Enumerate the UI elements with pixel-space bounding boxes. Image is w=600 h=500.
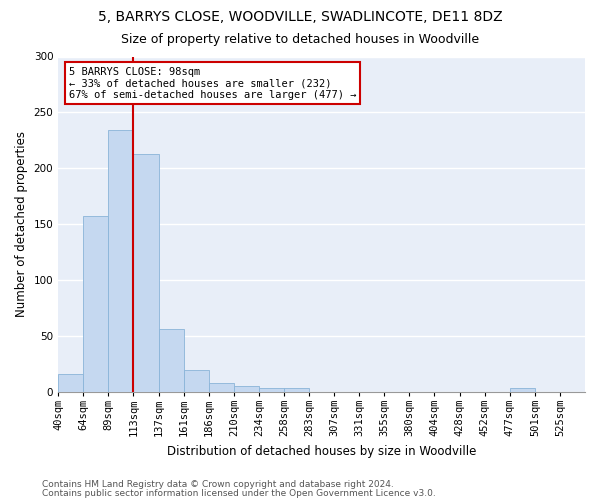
Bar [83,216,109,392]
Bar [109,130,133,392]
Bar [510,388,535,392]
Bar [58,374,83,392]
Bar [284,388,309,392]
Text: Size of property relative to detached houses in Woodville: Size of property relative to detached ho… [121,32,479,46]
Bar [234,386,259,392]
Bar [158,329,184,392]
Bar [133,154,158,392]
Text: 5, BARRYS CLOSE, WOODVILLE, SWADLINCOTE, DE11 8DZ: 5, BARRYS CLOSE, WOODVILLE, SWADLINCOTE,… [98,10,502,24]
Bar [209,383,234,392]
Text: Contains public sector information licensed under the Open Government Licence v3: Contains public sector information licen… [42,488,436,498]
Text: Contains HM Land Registry data © Crown copyright and database right 2024.: Contains HM Land Registry data © Crown c… [42,480,394,489]
Text: 5 BARRYS CLOSE: 98sqm
← 33% of detached houses are smaller (232)
67% of semi-det: 5 BARRYS CLOSE: 98sqm ← 33% of detached … [69,66,356,100]
Y-axis label: Number of detached properties: Number of detached properties [15,131,28,317]
X-axis label: Distribution of detached houses by size in Woodville: Distribution of detached houses by size … [167,444,476,458]
Bar [259,388,284,392]
Bar [184,370,209,392]
